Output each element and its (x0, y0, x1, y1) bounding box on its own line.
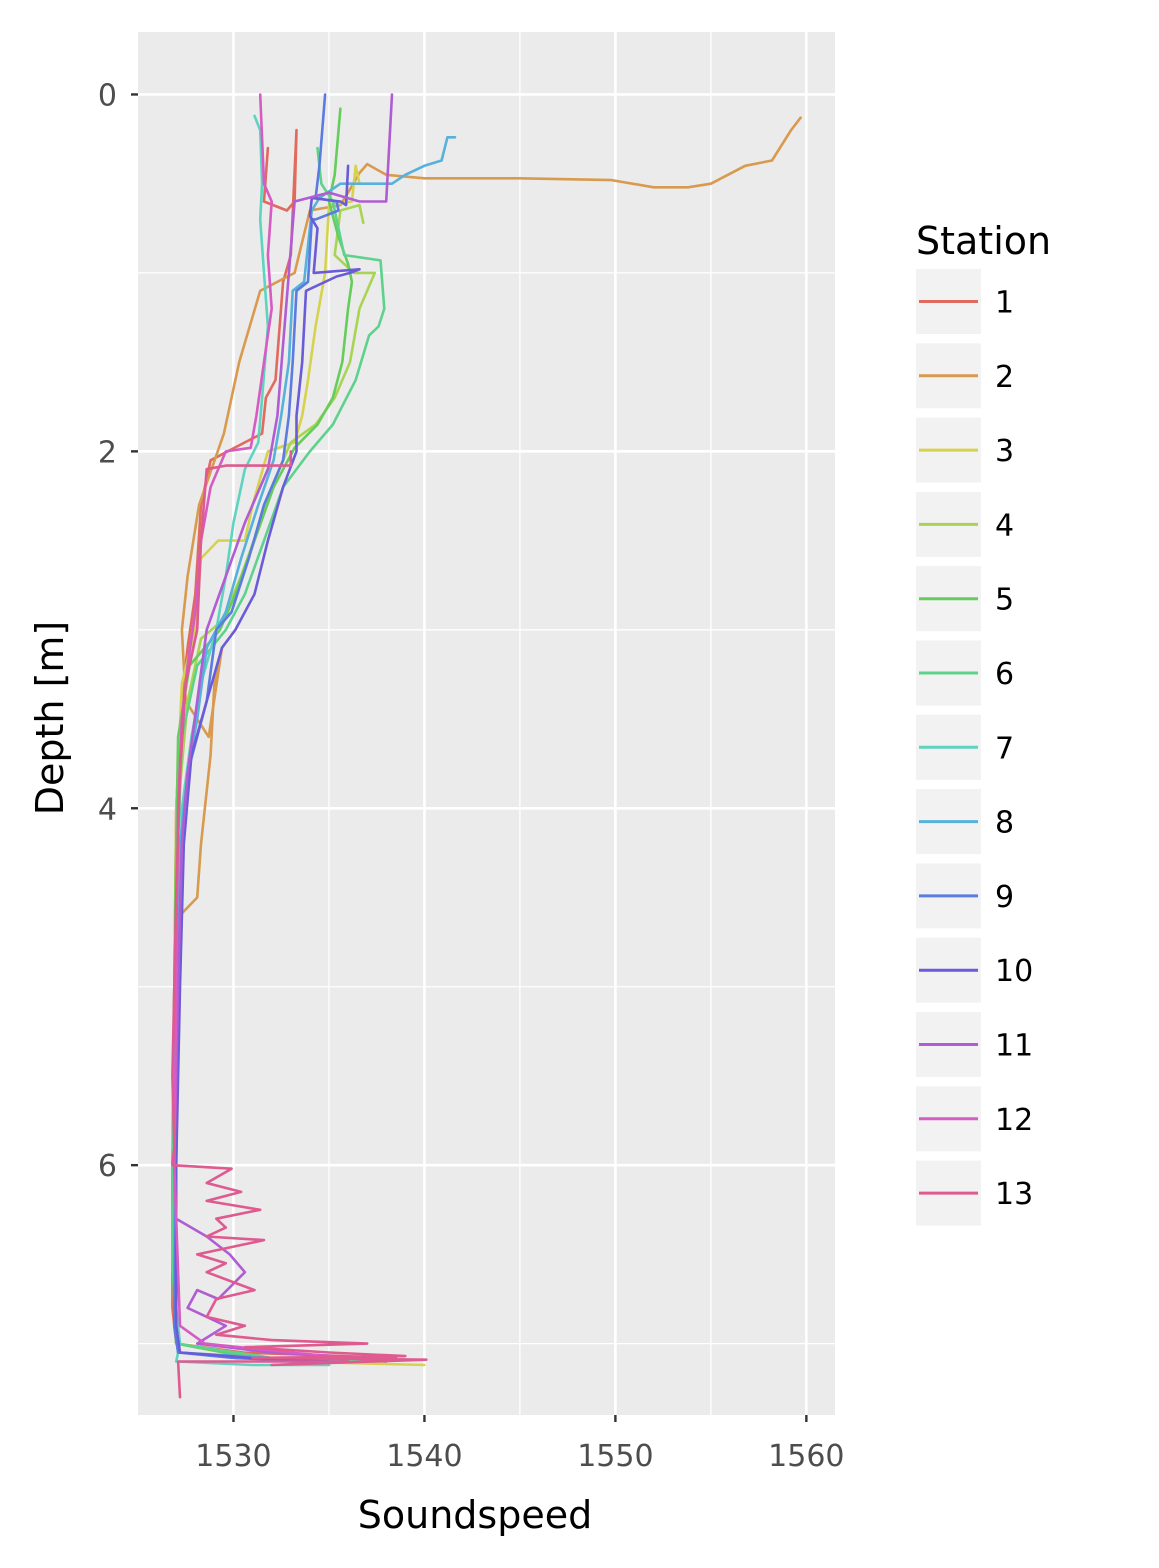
grid-major (138, 32, 835, 1415)
series-layer (171, 93, 802, 1399)
legend-title: Station (916, 219, 1051, 263)
series-line-station-10 (174, 164, 361, 1363)
legend-item-station-2: 2 (916, 343, 1014, 409)
legend-label: 12 (995, 1103, 1033, 1138)
legend-item-station-8: 8 (916, 789, 1014, 855)
legend-item-station-4: 4 (916, 491, 1014, 557)
legend-item-station-10: 10 (916, 937, 1033, 1003)
series-line-station-13 (171, 450, 428, 1399)
legend-label: 3 (995, 434, 1014, 469)
legend-label: 5 (995, 583, 1014, 618)
y-tick-label: 6 (98, 1149, 117, 1184)
legend-item-station-11: 11 (916, 1012, 1033, 1077)
legend-label: 2 (995, 360, 1014, 395)
y-tick-label: 0 (98, 78, 117, 113)
legend-label: 4 (995, 508, 1014, 543)
series-line-station-7 (173, 114, 331, 1367)
y-axis: 0 2 4 6 (98, 78, 138, 1184)
x-tick-label: 1530 (195, 1439, 271, 1474)
x-axis-title: Soundspeed (358, 1493, 592, 1537)
legend-label: 10 (995, 954, 1033, 989)
series-line-station-11 (173, 93, 394, 1360)
legend-label: 13 (995, 1177, 1033, 1212)
legend-item-station-1: 1 (916, 269, 1014, 334)
x-axis: 1530 1540 1550 1560 (195, 1415, 845, 1474)
legend-item-station-12: 12 (916, 1086, 1033, 1152)
legend-label: 8 (995, 806, 1014, 841)
legend-label: 9 (995, 880, 1014, 915)
legend-item-station-3: 3 (916, 417, 1014, 483)
panel-background (138, 32, 835, 1415)
legend-item-station-5: 5 (916, 566, 1014, 632)
x-tick-label: 1560 (768, 1439, 844, 1474)
legend-label: 1 (995, 286, 1014, 321)
x-tick-label: 1540 (386, 1439, 462, 1474)
legend-item-station-6: 6 (916, 640, 1014, 706)
legend-item-station-9: 9 (916, 863, 1014, 929)
y-tick-label: 2 (98, 435, 117, 470)
y-axis-title: Depth [m] (28, 621, 72, 816)
y-tick-label: 4 (98, 792, 117, 827)
grid-minor (138, 32, 835, 1415)
legend-label: 7 (995, 731, 1014, 766)
x-tick-label: 1550 (577, 1439, 653, 1474)
legend-label: 11 (995, 1029, 1033, 1064)
legend-item-station-13: 13 (916, 1160, 1033, 1226)
legend-item-station-7: 7 (916, 714, 1014, 780)
legend-label: 6 (995, 657, 1014, 692)
